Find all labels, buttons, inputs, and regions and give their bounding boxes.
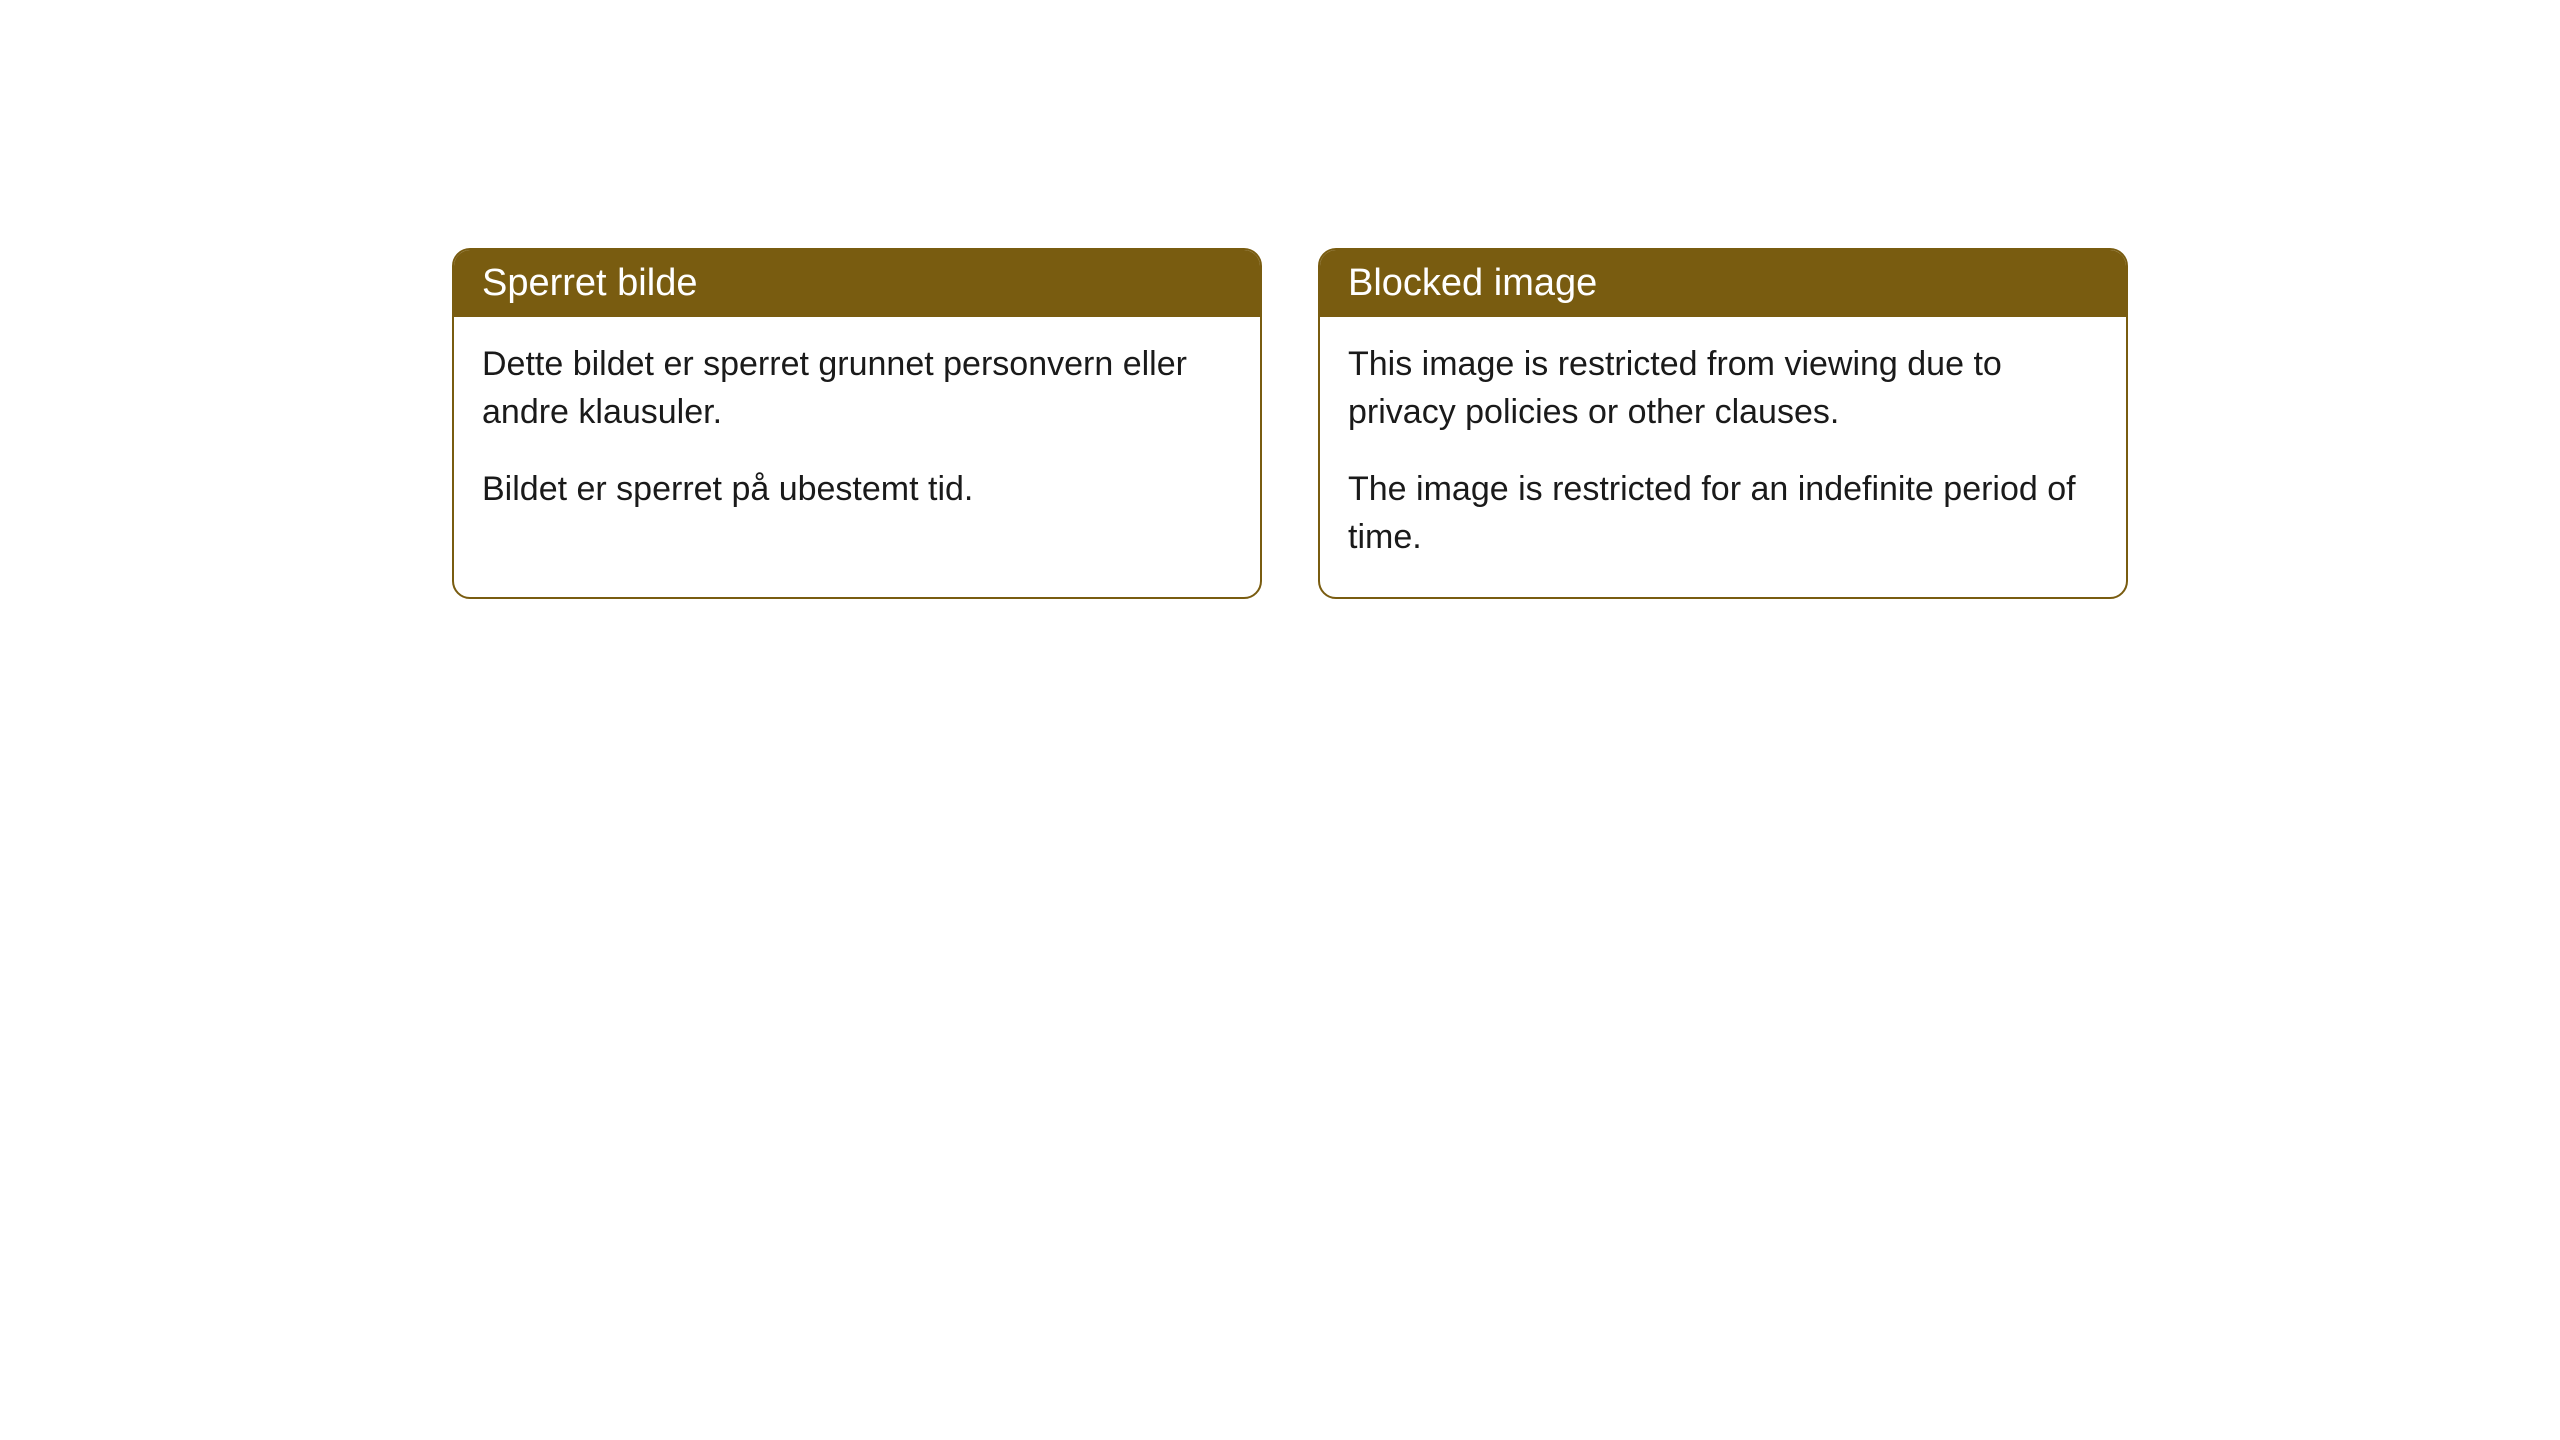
card-title-english: Blocked image: [1348, 262, 1597, 304]
card-body-english: This image is restricted from viewing du…: [1320, 317, 2126, 597]
card-title-norwegian: Sperret bilde: [482, 262, 697, 304]
card-paragraph-1-english: This image is restricted from viewing du…: [1348, 341, 2098, 436]
card-paragraph-2-english: The image is restricted for an indefinit…: [1348, 466, 2098, 561]
cards-container: Sperret bilde Dette bildet er sperret gr…: [452, 248, 2128, 599]
blocked-image-card-english: Blocked image This image is restricted f…: [1318, 248, 2128, 599]
card-header-norwegian: Sperret bilde: [454, 250, 1260, 317]
card-paragraph-1-norwegian: Dette bildet er sperret grunnet personve…: [482, 341, 1232, 436]
card-header-english: Blocked image: [1320, 250, 2126, 317]
blocked-image-card-norwegian: Sperret bilde Dette bildet er sperret gr…: [452, 248, 1262, 599]
card-body-norwegian: Dette bildet er sperret grunnet personve…: [454, 317, 1260, 550]
card-paragraph-2-norwegian: Bildet er sperret på ubestemt tid.: [482, 466, 1232, 514]
